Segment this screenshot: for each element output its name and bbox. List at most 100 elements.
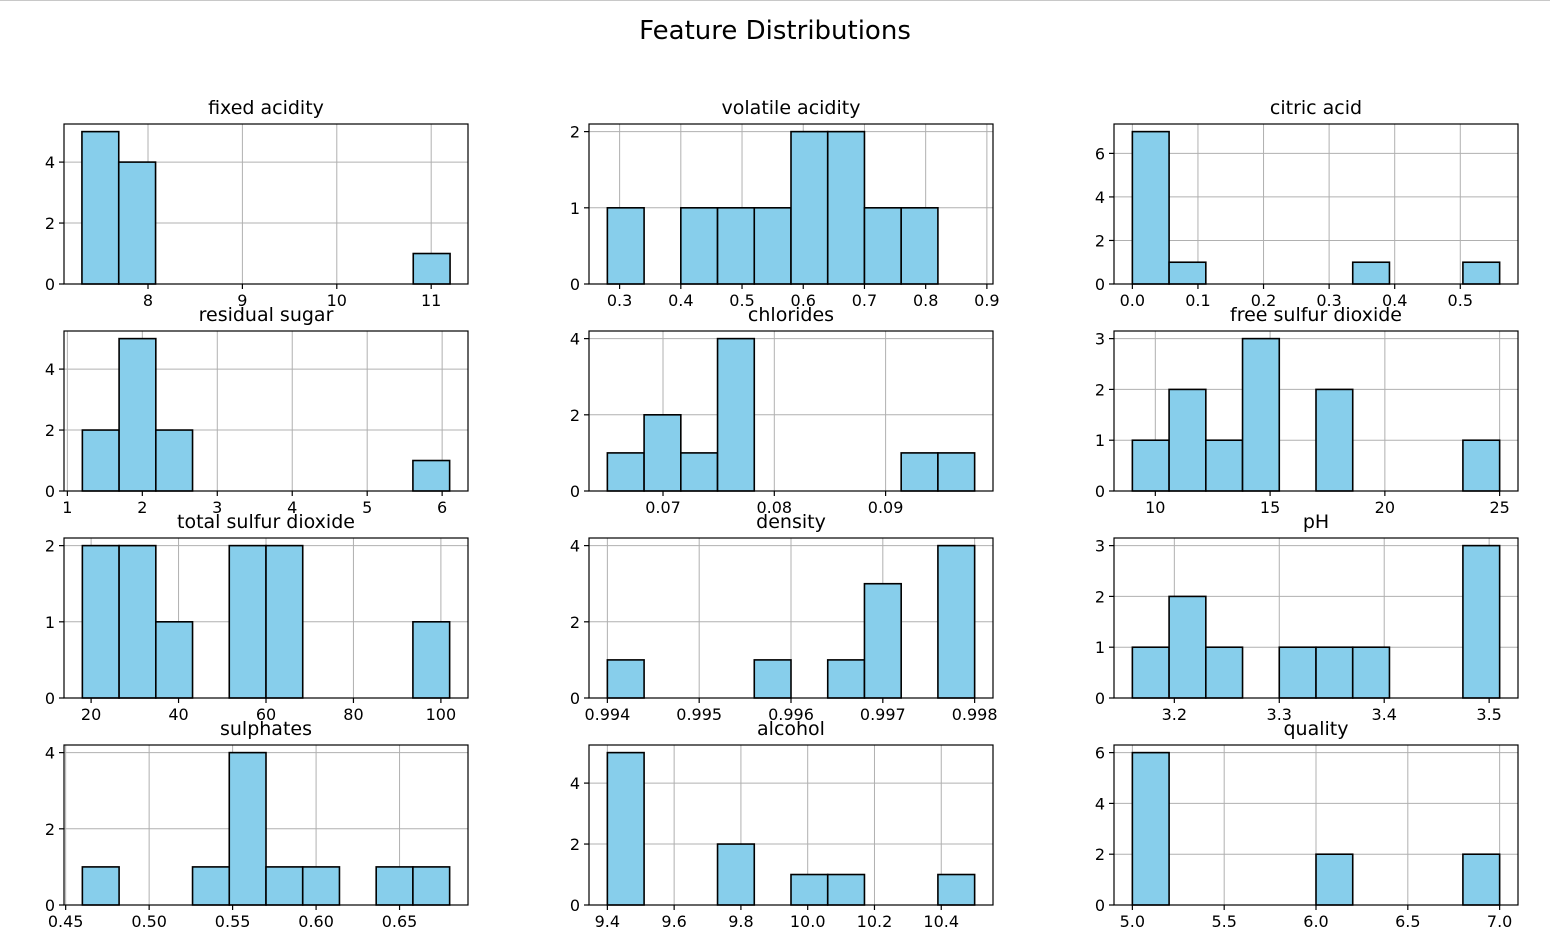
histogram-bar xyxy=(754,208,791,284)
histogram-bar xyxy=(413,622,450,698)
x-tick-label: 0.9 xyxy=(974,291,999,310)
y-tick-label: 1 xyxy=(570,199,580,218)
y-tick-label: 0 xyxy=(45,482,55,501)
histogram-bar xyxy=(266,546,303,698)
histogram-bar xyxy=(1463,262,1500,284)
x-tick-label: 9.4 xyxy=(595,912,620,931)
subplot-title: fixed acidity xyxy=(208,97,324,119)
histogram-bar xyxy=(681,453,718,491)
y-tick-label: 4 xyxy=(45,153,55,172)
x-tick-label: 0.995 xyxy=(676,705,722,724)
histogram-bar xyxy=(1206,647,1243,698)
y-tick-label: 0 xyxy=(1095,482,1105,501)
histogram-bar xyxy=(229,546,266,698)
histogram-bar xyxy=(119,162,156,284)
y-tick-label: 2 xyxy=(570,123,580,142)
subplot-title: free sulfur dioxide xyxy=(1230,304,1402,326)
histogram-bar xyxy=(718,339,755,491)
histogram-bar xyxy=(901,453,938,491)
histogram-bar xyxy=(754,660,791,698)
subplot-title: chlorides xyxy=(748,304,834,326)
subplot-chlorides: 0.07 0.08 0.09 0 2 4 chlorides xyxy=(570,304,993,517)
subplot-title: total sulfur dioxide xyxy=(177,511,355,533)
histogram-bar xyxy=(119,339,156,491)
y-tick-label: 0 xyxy=(45,689,55,708)
y-tick-label: 0 xyxy=(570,896,580,915)
subplot-title: alcohol xyxy=(757,718,825,740)
x-tick-label: 3.2 xyxy=(1162,705,1187,724)
y-tick-label: 2 xyxy=(570,613,580,632)
y-tick-label: 2 xyxy=(45,820,55,839)
histogram-bar xyxy=(413,254,450,284)
histogram-bar xyxy=(413,867,450,905)
subplot-title: density xyxy=(756,511,826,533)
x-tick-label: 0.60 xyxy=(298,912,334,931)
x-tick-label: 100 xyxy=(426,705,457,724)
histogram-bar xyxy=(1463,854,1500,905)
subplot-total-sulfur-dioxide: 20 40 60 80 100 0 1 2 total sulfur dioxide xyxy=(45,511,468,724)
histogram-bar xyxy=(938,453,975,491)
subplot-density: 0.994 0.995 0.996 0.997 0.998024density xyxy=(570,511,998,724)
x-tick-label: 8 xyxy=(143,291,153,310)
x-tick-label: 10 xyxy=(1145,498,1165,517)
histogram-bar xyxy=(791,875,828,905)
x-tick-label: 40 xyxy=(168,705,188,724)
histogram-bar xyxy=(607,660,644,698)
subplot-title: pH xyxy=(1303,511,1329,533)
x-tick-label: 11 xyxy=(421,291,441,310)
histogram-bar xyxy=(1243,339,1280,491)
x-tick-label: 0.55 xyxy=(215,912,251,931)
histogram-bar xyxy=(193,867,230,905)
y-tick-label: 0 xyxy=(1095,689,1105,708)
y-tick-label: 2 xyxy=(1095,380,1105,399)
x-tick-label: 25 xyxy=(1489,498,1509,517)
x-tick-label: 10.0 xyxy=(790,912,826,931)
histogram-bar xyxy=(718,844,755,905)
x-tick-label: 0.998 xyxy=(952,705,998,724)
x-tick-label: 0.994 xyxy=(584,705,630,724)
histogram-bar xyxy=(718,208,755,284)
histogram-bar xyxy=(1169,262,1206,284)
x-tick-label: 1 xyxy=(62,498,72,517)
histogram-bar xyxy=(413,461,450,491)
subplot-title: quality xyxy=(1284,718,1349,740)
subplot-ph: 3.2 3.3 3.4 3.5 0 1 2 3 pH xyxy=(1095,511,1518,724)
subplot-title: citric acid xyxy=(1270,97,1362,119)
subplot-title: volatile acidity xyxy=(722,97,861,119)
histogram-bar xyxy=(1169,596,1206,698)
histogram-bar xyxy=(266,867,303,905)
y-tick-label: 2 xyxy=(45,537,55,556)
y-tick-label: 2 xyxy=(1095,587,1105,606)
histogram-bar xyxy=(303,867,340,905)
y-tick-label: 2 xyxy=(570,406,580,425)
subplot-sulphates: 0.45 0.50 0.55 0.60 0.65024sulphates xyxy=(45,718,468,931)
histogram-bar xyxy=(901,208,938,284)
histogram-bar xyxy=(938,546,975,698)
histogram-bar xyxy=(1132,132,1169,284)
histogram-bar xyxy=(864,584,901,698)
histogram-bar xyxy=(644,415,681,491)
histogram-bar xyxy=(607,453,644,491)
y-tick-label: 2 xyxy=(1095,231,1105,250)
x-tick-label: 0.7 xyxy=(852,291,877,310)
histogram-bar xyxy=(82,546,119,698)
subplot-residual-sugar: 1 2 3 4 5 6024residual sugar xyxy=(45,304,468,517)
histogram-bar xyxy=(938,875,975,905)
x-tick-label: 0.1 xyxy=(1185,291,1210,310)
y-tick-label: 3 xyxy=(1095,330,1105,349)
x-tick-label: 10.2 xyxy=(857,912,893,931)
subplot-alcohol: 9.4 9.6 9.8 10.0 10.2 10.4024alcohol xyxy=(570,718,993,931)
x-tick-label: 5 xyxy=(362,498,372,517)
subplot-citric-acid: 0.0 0.1 0.2 0.3 0.4 0.50246citric acid xyxy=(1095,97,1518,310)
histogram-bar xyxy=(156,430,193,491)
x-tick-label: 0.4 xyxy=(668,291,693,310)
histogram-bar xyxy=(82,867,119,905)
x-tick-label: 0.0 xyxy=(1120,291,1145,310)
x-tick-label: 3.5 xyxy=(1476,705,1501,724)
histogram-bar xyxy=(828,875,865,905)
y-tick-label: 4 xyxy=(570,537,580,556)
x-tick-label: 80 xyxy=(343,705,363,724)
y-tick-label: 2 xyxy=(570,835,580,854)
y-tick-label: 4 xyxy=(45,744,55,763)
